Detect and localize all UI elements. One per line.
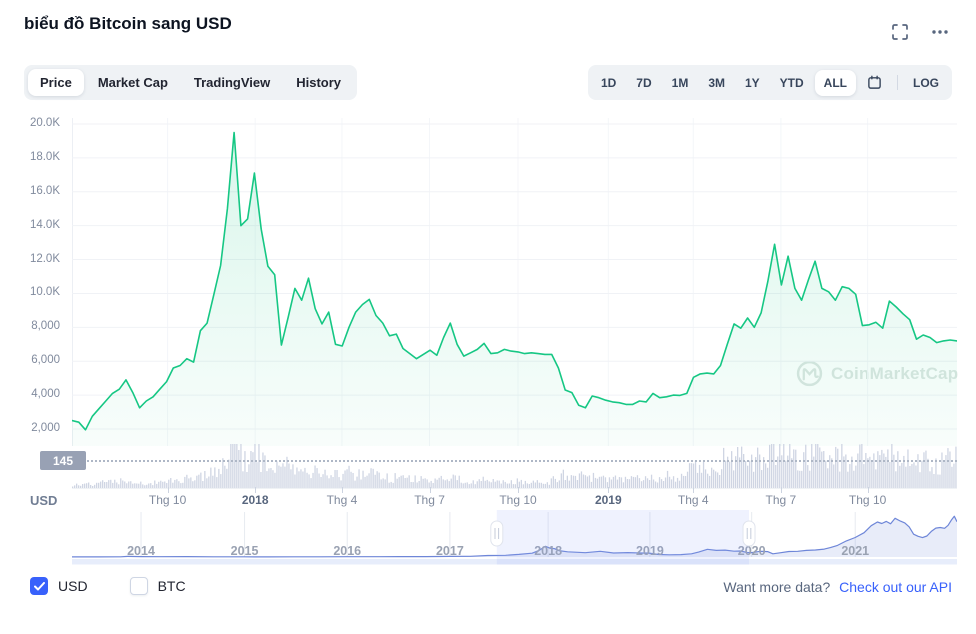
x-axis-label: Thg 10 <box>848 493 887 507</box>
minimap-navigator[interactable]: 2014 2015 2016 2017 2018 2019 2020 2021 <box>72 508 957 565</box>
currency-toggles: USD BTC <box>30 577 186 595</box>
range-divider <box>897 75 898 90</box>
price-line <box>72 131 957 431</box>
checkbox-label: BTC <box>157 578 186 594</box>
usd-checkbox[interactable] <box>30 577 48 595</box>
btc-checkbox[interactable] <box>129 577 148 595</box>
minimap-year-label: 2016 <box>333 544 361 558</box>
x-axis-label: Thg 7 <box>414 493 445 507</box>
tab-market-cap[interactable]: Market Cap <box>86 69 180 96</box>
y-axis-label: 10.0K <box>29 286 60 299</box>
y-axis-label: 2,000 <box>31 422 60 434</box>
api-prompt: Want more data? <box>723 579 831 595</box>
y-axis-label: 16.0K <box>29 184 60 197</box>
y-axis-label: 8,000 <box>31 320 60 333</box>
x-axis-tick <box>693 487 695 493</box>
x-axis-tick <box>867 487 869 493</box>
x-axis-label: Thg 4 <box>326 493 358 507</box>
chart-toolbar: Price Market Cap TradingView History 1D 7D 1M… <box>24 65 952 100</box>
x-axis-tick <box>608 487 610 493</box>
x-axis-label: Thg 10 <box>148 493 187 507</box>
x-axis-tick <box>255 487 257 493</box>
minimap-selection[interactable] <box>496 510 750 565</box>
x-axis-label: 2018 <box>241 493 269 507</box>
range-1y[interactable]: 1Y <box>736 70 769 96</box>
log-scale-button[interactable]: LOG <box>904 70 948 96</box>
minimap-year-label: 2017 <box>436 544 464 558</box>
checkbox-label: USD <box>58 578 88 594</box>
more-options-icon[interactable] <box>930 22 950 42</box>
minimap-year-label: 2018 <box>534 544 562 558</box>
range-7d[interactable]: 7D <box>627 70 660 96</box>
minimap-year-label: 2020 <box>738 544 766 558</box>
range-ytd[interactable]: YTD <box>771 70 813 96</box>
x-axis-tick <box>341 487 343 493</box>
x-axis-label: Thg 10 <box>499 493 537 507</box>
btc-toggle[interactable]: BTC <box>129 577 186 595</box>
tab-tradingview[interactable]: TradingView <box>182 69 282 96</box>
y-axis-label: 6,000 <box>31 354 60 367</box>
y-axis-label: 4,000 <box>31 388 60 401</box>
price-area-fill <box>72 132 957 446</box>
y-axis-label: 12.0K <box>29 252 60 265</box>
minimap-year-label: 2015 <box>231 544 259 558</box>
volume-bars[interactable] <box>72 443 957 489</box>
x-axis-tick <box>429 487 431 493</box>
x-axis-tick <box>167 487 169 493</box>
usd-toggle[interactable]: USD <box>30 577 88 595</box>
fullscreen-icon[interactable] <box>890 22 910 42</box>
time-range-tabs: 1D 7D 1M 3M 1Y YTD ALL LOG <box>587 65 952 100</box>
range-all[interactable]: ALL <box>814 69 856 96</box>
y-axis-label: 18.0K <box>29 150 60 163</box>
y-axis-label: 14.0K <box>29 218 60 231</box>
check-icon <box>33 581 45 590</box>
minimap-handle-left[interactable] <box>490 520 504 547</box>
x-axis-label: Thg 7 <box>765 493 797 507</box>
axis-currency-label: USD <box>30 493 58 508</box>
minimap-year-label: 2014 <box>127 544 155 558</box>
page-title: biểu đồ Bitcoin sang USD <box>24 14 232 33</box>
minimap-handle-right[interactable] <box>742 520 756 547</box>
minimap-area-fill <box>72 516 957 557</box>
price-area-chart[interactable] <box>72 110 957 446</box>
x-axis-label: Thg 4 <box>677 493 709 507</box>
calendar-icon <box>868 75 881 89</box>
x-axis-tick <box>780 487 782 493</box>
tab-price[interactable]: Price <box>28 69 84 96</box>
range-1d[interactable]: 1D <box>592 70 625 96</box>
volume-marker-line <box>72 460 957 462</box>
x-axis-tick <box>518 487 520 493</box>
tab-history[interactable]: History <box>284 69 353 96</box>
minimap-year-label: 2019 <box>636 544 664 558</box>
y-axis-label: 20.0K <box>29 117 60 129</box>
x-axis-label: 2019 <box>594 493 622 507</box>
range-1m[interactable]: 1M <box>663 70 698 96</box>
minimap-year-label: 2021 <box>841 544 869 558</box>
range-3m[interactable]: 3M <box>699 70 734 96</box>
chart-type-tabs: Price Market Cap TradingView History <box>24 65 358 100</box>
api-callout: Want more data? Check out our API <box>723 579 952 595</box>
minimap-line <box>72 515 957 558</box>
minimap-track <box>72 559 957 565</box>
calendar-button[interactable] <box>858 69 891 96</box>
volume-marker-badge: 145 <box>40 451 86 470</box>
api-link[interactable]: Check out our API <box>839 579 952 595</box>
